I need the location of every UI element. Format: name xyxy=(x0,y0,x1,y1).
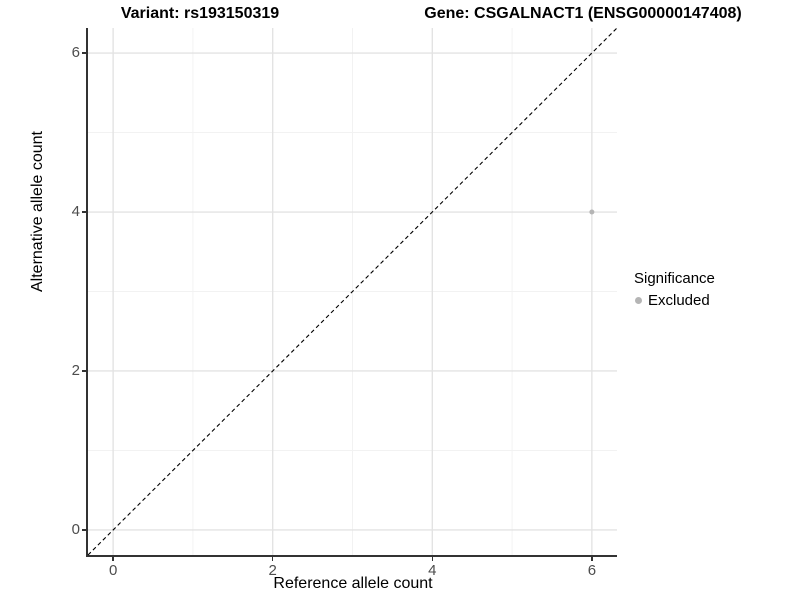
y-tick-label: 4 xyxy=(71,203,80,220)
x-tick-mark xyxy=(591,557,593,561)
plot-title-gene: Gene: CSGALNACT1 (ENSG00000147408) xyxy=(424,5,742,22)
legend-title: Significance xyxy=(634,270,715,287)
x-tick-label: 0 xyxy=(108,562,118,579)
legend-item-excluded: Excluded xyxy=(634,291,715,310)
plot-canvas xyxy=(87,27,618,556)
x-tick-mark xyxy=(112,557,114,561)
plot-panel xyxy=(86,27,618,557)
y-tick-label: 2 xyxy=(71,361,80,379)
y-tick-mark xyxy=(82,211,86,213)
x-axis-title: Reference allele count xyxy=(273,575,433,592)
x-tick-mark xyxy=(271,557,274,561)
x-tick-mark xyxy=(431,557,434,561)
legend: Significance Excluded xyxy=(634,269,715,310)
x-tick-label: 6 xyxy=(587,562,597,579)
y-tick-label: 6 xyxy=(71,44,80,62)
y-tick-mark xyxy=(82,52,86,54)
plot-title-variant: Variant: rs193150319 xyxy=(120,5,280,22)
y-tick-mark xyxy=(82,370,86,372)
legend-item-label: Excluded xyxy=(648,292,710,309)
legend-dot-icon xyxy=(635,297,642,304)
y-tick-label: 0 xyxy=(71,520,80,538)
identity-line xyxy=(87,27,618,556)
x-tick-label: 2 xyxy=(268,562,277,579)
y-tick-mark xyxy=(82,529,86,531)
x-tick-label: 4 xyxy=(428,562,437,579)
data-point xyxy=(589,209,595,215)
